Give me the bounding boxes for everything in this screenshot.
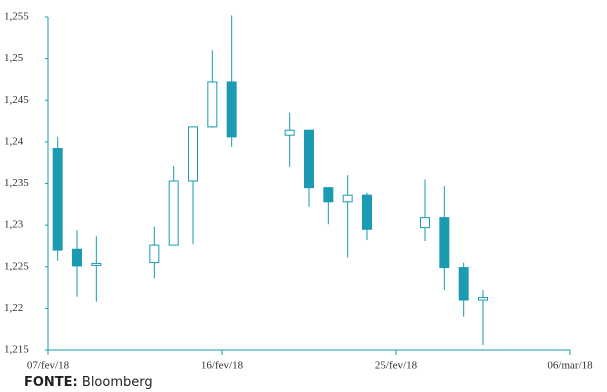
y-tick-label: 1,22 xyxy=(4,302,23,314)
x-tick-label: 16/fev/18 xyxy=(201,360,244,372)
candle-body xyxy=(149,244,160,264)
candle-body xyxy=(52,148,63,251)
x-tick-label: 25/fev/18 xyxy=(375,360,418,372)
candle-body xyxy=(168,180,179,246)
candle-body xyxy=(478,297,488,301)
chart: 1,215 1,22 1,225 1,23 1,235 1,24 1,245 1,25 1,25… xyxy=(4,11,593,372)
candle-body xyxy=(362,194,372,230)
candle-body xyxy=(342,194,353,203)
y-tick-label: 1,255 xyxy=(4,11,29,23)
y-tick-label: 1,24 xyxy=(4,135,24,147)
candle-body xyxy=(323,187,334,203)
source: FONTE: Bloomberg xyxy=(24,375,153,390)
y-tick-label: 1,215 xyxy=(4,344,29,356)
candle-body xyxy=(420,217,430,229)
y-tick-label: 1,245 xyxy=(4,94,29,106)
candle-body xyxy=(458,267,469,301)
source-label: FONTE: xyxy=(24,375,78,390)
y-tick-label: 1,225 xyxy=(4,260,29,272)
candle-body xyxy=(207,81,218,128)
y-tick-label: 1,25 xyxy=(4,52,24,64)
x-tick-label: 06/mar/18 xyxy=(547,360,593,372)
candle-body xyxy=(91,262,102,266)
candle-body xyxy=(284,129,295,136)
y-tick-label: 1,23 xyxy=(4,219,24,231)
candle-body xyxy=(226,81,237,138)
y-tick-label: 1,235 xyxy=(4,177,29,189)
x-tick-label: 07/fev/18 xyxy=(27,360,70,372)
candle-body xyxy=(439,217,450,269)
candle-body xyxy=(72,248,82,267)
candle-body xyxy=(304,129,314,189)
source-text: Bloomberg xyxy=(81,375,153,390)
candle-body xyxy=(188,126,198,182)
